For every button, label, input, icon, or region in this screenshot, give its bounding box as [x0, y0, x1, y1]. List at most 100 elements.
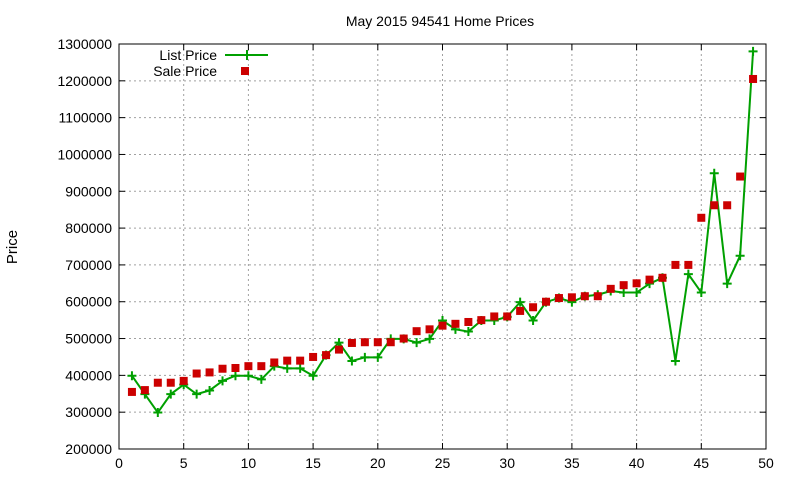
x-tick-label: 0 — [115, 455, 123, 471]
data-point-list-price — [295, 363, 305, 373]
data-point-sale-price — [127, 387, 136, 396]
data-point-sale-price — [412, 327, 421, 336]
y-axis-label: Price — [4, 230, 21, 264]
x-tick-label: 15 — [305, 455, 321, 471]
data-point-sale-price — [697, 213, 706, 222]
grid-lines — [119, 44, 766, 449]
data-point-sale-price — [244, 362, 253, 371]
data-point-sale-price — [334, 345, 343, 354]
data-point-sale-price — [192, 369, 201, 378]
data-point-sale-price — [153, 378, 162, 387]
x-tick-label: 45 — [694, 455, 710, 471]
y-tick-label: 1000000 — [57, 146, 112, 162]
data-point-sale-price — [516, 306, 525, 315]
data-point-list-price — [243, 371, 253, 381]
legend: List Price Sale Price — [153, 47, 268, 79]
data-point-list-price — [748, 46, 758, 56]
data-point-list-price — [166, 389, 176, 399]
data-point-list-price — [153, 408, 163, 418]
data-point-list-price — [205, 385, 215, 395]
x-tick-label: 30 — [499, 455, 515, 471]
legend-label-sale-price: Sale Price — [153, 63, 217, 79]
data-point-sale-price — [140, 386, 149, 395]
data-point-sale-price — [658, 273, 667, 282]
data-point-list-price — [632, 288, 642, 298]
data-point-list-price — [412, 338, 422, 348]
data-point-sale-price — [205, 368, 214, 377]
data-point-sale-price — [567, 293, 576, 302]
x-tick-label: 40 — [629, 455, 645, 471]
axes: 0 5 10 15 20 25 30 35 40 45 50 200000 300000 400000 50… — [57, 36, 774, 471]
data-point-list-price — [425, 334, 435, 344]
data-point-sale-price — [322, 351, 331, 360]
y-tick-label: 1100000 — [59, 110, 113, 126]
data-point-sale-price — [580, 292, 589, 301]
data-point-sale-price — [231, 364, 240, 372]
data-point-list-price — [373, 352, 383, 362]
y-tick-label: 900000 — [65, 183, 112, 199]
data-point-list-price — [308, 371, 318, 381]
data-point-list-price — [347, 356, 357, 366]
data-point-sale-price — [554, 294, 563, 303]
y-tick-label: 300000 — [65, 404, 112, 420]
legend-marker-sale-price — [241, 67, 249, 75]
data-point-sale-price — [399, 334, 408, 343]
data-point-sale-price — [257, 362, 266, 371]
data-point-list-price — [256, 374, 266, 384]
data-point-sale-price — [218, 364, 227, 373]
data-point-sale-price — [710, 201, 719, 210]
data-point-list-price — [735, 251, 745, 261]
data-point-sale-price — [425, 325, 434, 334]
x-tick-label: 20 — [370, 455, 386, 471]
data-point-sale-price — [749, 74, 758, 83]
x-tick-label: 25 — [435, 455, 451, 471]
y-tick-label: 500000 — [65, 331, 112, 347]
data-point-list-price — [515, 297, 525, 307]
data-point-sale-price — [309, 352, 318, 361]
data-point-sale-price — [632, 279, 641, 288]
data-point-sale-price — [619, 281, 628, 290]
y-tick-label: 1300000 — [57, 36, 112, 52]
data-point-sale-price — [270, 358, 279, 367]
data-point-list-price — [192, 389, 202, 399]
data-point-sale-price — [347, 338, 356, 347]
data-point-sale-price — [283, 356, 292, 365]
data-point-list-price — [619, 288, 629, 298]
y-tick-label: 1200000 — [57, 73, 112, 89]
data-point-sale-price — [736, 172, 745, 181]
y-tick-label: 700000 — [65, 257, 112, 273]
data-point-list-price — [218, 376, 228, 386]
data-point-sale-price — [723, 201, 732, 210]
y-tick-label: 800000 — [65, 220, 112, 236]
data-point-list-price — [696, 288, 706, 298]
data-point-list-price — [722, 279, 732, 289]
data-point-sale-price — [179, 376, 188, 385]
data-point-sale-price — [477, 316, 486, 325]
data-point-list-price — [670, 356, 680, 366]
data-point-list-price — [127, 371, 137, 381]
data-point-sale-price — [542, 297, 551, 306]
data-point-list-price — [463, 327, 473, 337]
data-series — [127, 46, 758, 418]
data-point-list-price — [683, 269, 693, 279]
data-point-sale-price — [529, 303, 538, 312]
data-point-list-price — [230, 371, 240, 381]
data-point-list-price — [528, 316, 538, 326]
y-tick-label: 400000 — [65, 367, 112, 383]
data-point-sale-price — [593, 292, 602, 301]
x-tick-label: 35 — [564, 455, 580, 471]
data-point-sale-price — [373, 338, 382, 347]
data-point-sale-price — [386, 338, 395, 347]
chart-title: May 2015 94541 Home Prices — [346, 13, 534, 29]
data-point-sale-price — [503, 312, 512, 321]
data-point-sale-price — [490, 312, 499, 321]
data-point-list-price — [282, 363, 292, 373]
x-tick-label: 10 — [241, 455, 257, 471]
data-point-list-price — [709, 168, 719, 178]
data-point-list-price — [360, 352, 370, 362]
legend-label-list-price: List Price — [159, 47, 217, 63]
y-tick-label: 200000 — [65, 441, 112, 457]
data-point-sale-price — [438, 321, 447, 330]
data-point-sale-price — [296, 356, 305, 365]
